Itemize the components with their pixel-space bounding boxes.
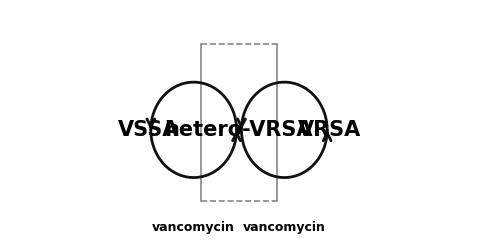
Text: vancomycin: vancomycin [152, 221, 235, 234]
Text: VRSA: VRSA [298, 120, 361, 140]
Text: vancomycin: vancomycin [243, 221, 326, 234]
Text: hetero-VRSA: hetero-VRSA [165, 120, 313, 140]
Text: VSSA: VSSA [118, 120, 179, 140]
